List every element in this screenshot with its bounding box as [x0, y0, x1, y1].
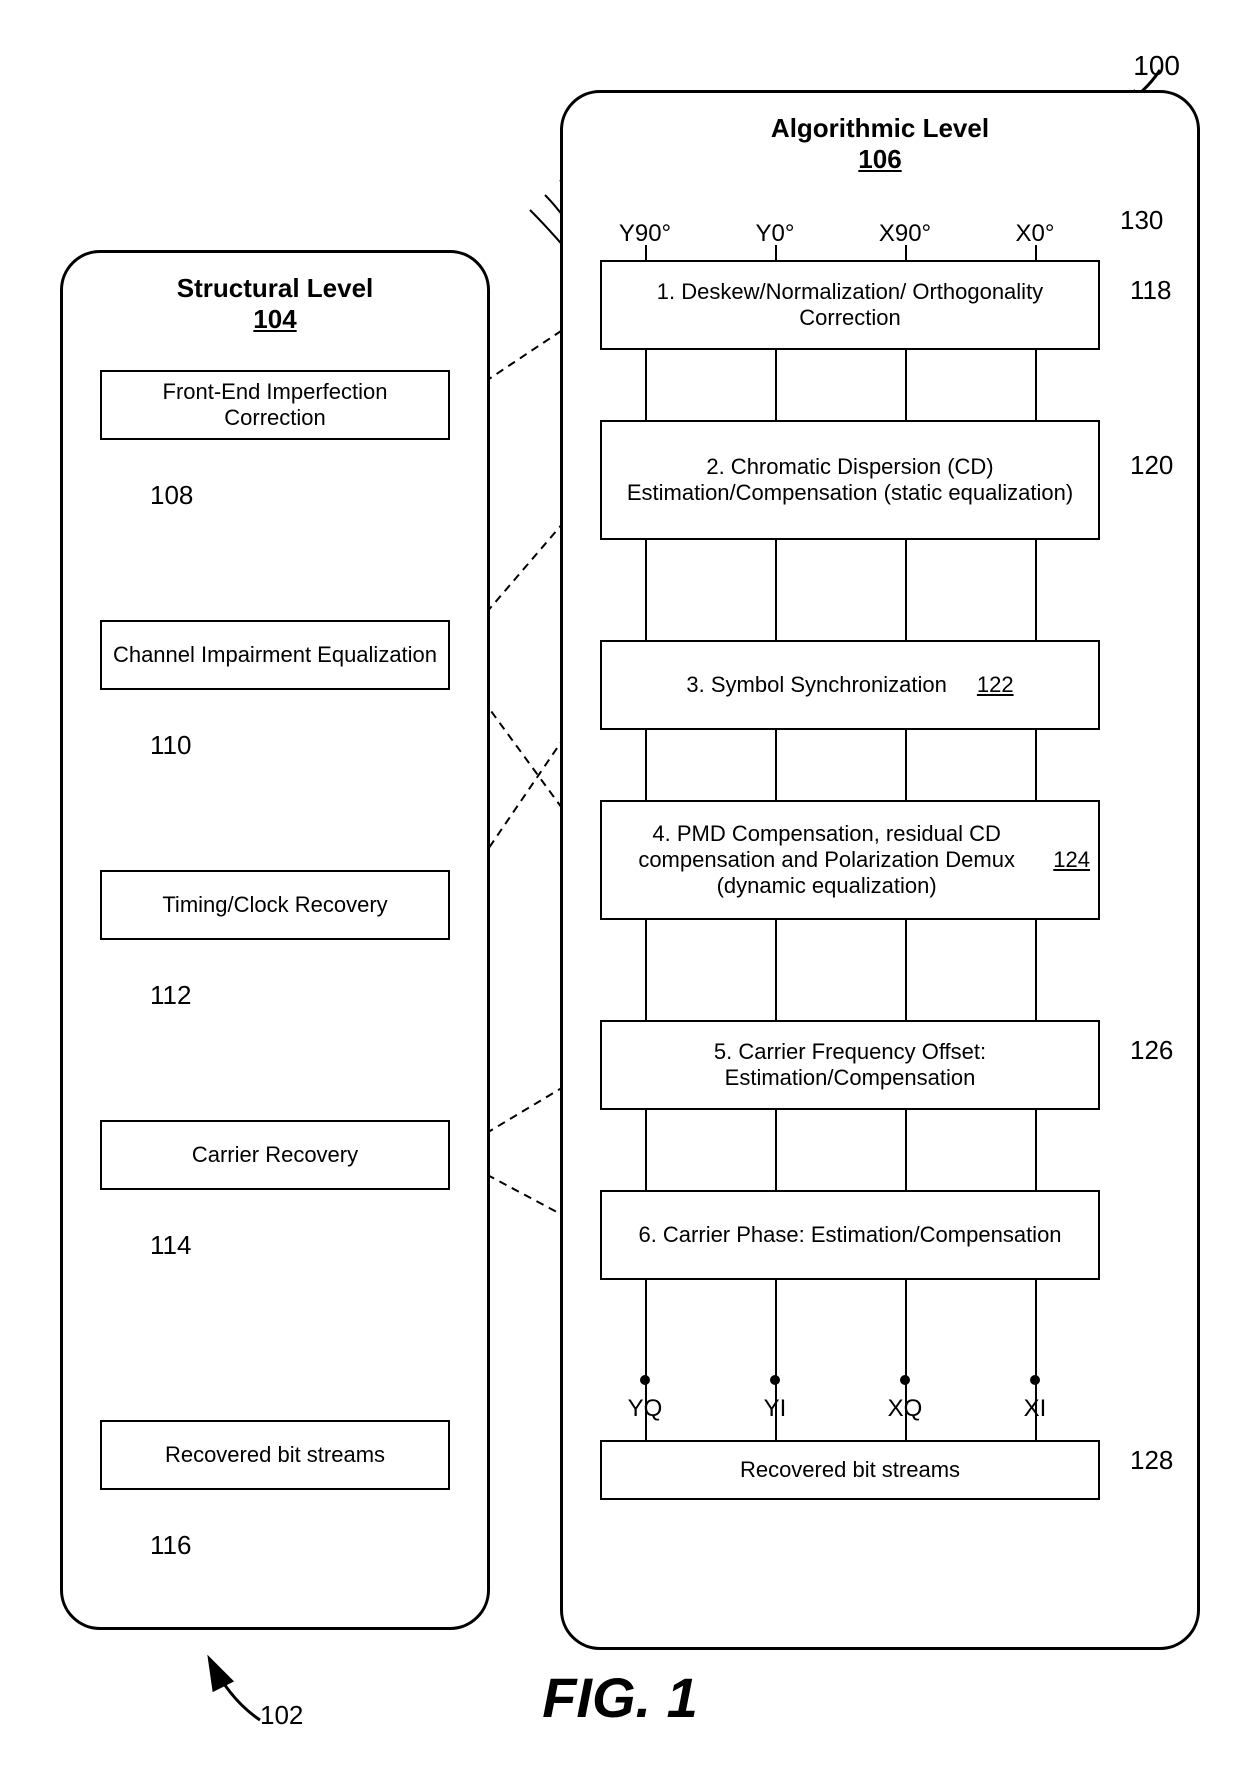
- box-frontend-correction: Front-End Imperfection Correction: [100, 370, 450, 440]
- vline: [1035, 350, 1037, 420]
- vline: [905, 245, 907, 260]
- algorithmic-title: Algorithmic Level 106: [771, 113, 989, 175]
- ref-128: 128: [1130, 1445, 1173, 1476]
- ref-126: 126: [1130, 1035, 1173, 1066]
- ref-120: 120: [1130, 450, 1173, 481]
- vline: [645, 730, 647, 800]
- vline: [1035, 730, 1037, 800]
- vline: [905, 540, 907, 640]
- signal-yi: YI: [745, 1395, 805, 1423]
- box-recovered-bits-structural: Recovered bit streams: [100, 1420, 450, 1490]
- vline: [1035, 540, 1037, 640]
- box-chromatic-dispersion: 2. Chromatic Dispersion (CD) Estimation/…: [600, 420, 1100, 540]
- vline: [1035, 1110, 1037, 1190]
- vline: [1035, 245, 1037, 260]
- box-pmd-compensation: 4. PMD Compensation, residual CD compens…: [600, 800, 1100, 920]
- ref-130: 130: [1120, 205, 1163, 236]
- box-carrier-recovery: Carrier Recovery: [100, 1120, 450, 1190]
- ref-110: 110: [150, 730, 191, 761]
- box-carrier-phase: 6. Carrier Phase: Estimation/Compensatio…: [600, 1190, 1100, 1280]
- vline: [905, 350, 907, 420]
- ref-108: 108: [150, 480, 193, 511]
- signal-y0: Y0°: [745, 220, 805, 248]
- ref-116: 116: [150, 1530, 191, 1561]
- vline: [645, 540, 647, 640]
- vline: [775, 1110, 777, 1190]
- vline: [775, 350, 777, 420]
- vline: [1035, 920, 1037, 1020]
- dot: [1030, 1375, 1040, 1385]
- vline: [645, 1110, 647, 1190]
- structural-title: Structural Level 104: [177, 273, 374, 335]
- box-carrier-freq-offset: 5. Carrier Frequency Offset: Estimation/…: [600, 1020, 1100, 1110]
- ref-112: 112: [150, 980, 191, 1011]
- vline: [645, 245, 647, 260]
- vline: [775, 730, 777, 800]
- ref-102: 102: [260, 1700, 303, 1731]
- signal-x0: X0°: [1005, 220, 1065, 248]
- vline: [645, 350, 647, 420]
- box-timing-recovery: Timing/Clock Recovery: [100, 870, 450, 940]
- dot: [770, 1375, 780, 1385]
- box-symbol-sync: 3. Symbol Synchronization 122: [600, 640, 1100, 730]
- vline: [775, 245, 777, 260]
- signal-xi: XI: [1005, 1395, 1065, 1423]
- signal-x90: X90°: [875, 220, 935, 248]
- vline: [775, 920, 777, 1020]
- ref-118: 118: [1130, 275, 1171, 306]
- signal-xq: XQ: [875, 1395, 935, 1423]
- box-deskew: 1. Deskew/Normalization/ Orthogonality C…: [600, 260, 1100, 350]
- vline: [905, 1110, 907, 1190]
- vline: [775, 540, 777, 640]
- vline: [905, 730, 907, 800]
- dot: [900, 1375, 910, 1385]
- dot: [640, 1375, 650, 1385]
- vline: [645, 920, 647, 1020]
- vline: [905, 920, 907, 1020]
- signal-y90: Y90°: [615, 220, 675, 248]
- box-channel-eq: Channel Impairment Equalization: [100, 620, 450, 690]
- figure-label: FIG. 1: [542, 1665, 698, 1730]
- ref-100: 100: [1133, 50, 1180, 82]
- box-recovered-bits-algo: Recovered bit streams: [600, 1440, 1100, 1500]
- signal-yq: YQ: [615, 1395, 675, 1423]
- ref-114: 114: [150, 1230, 191, 1261]
